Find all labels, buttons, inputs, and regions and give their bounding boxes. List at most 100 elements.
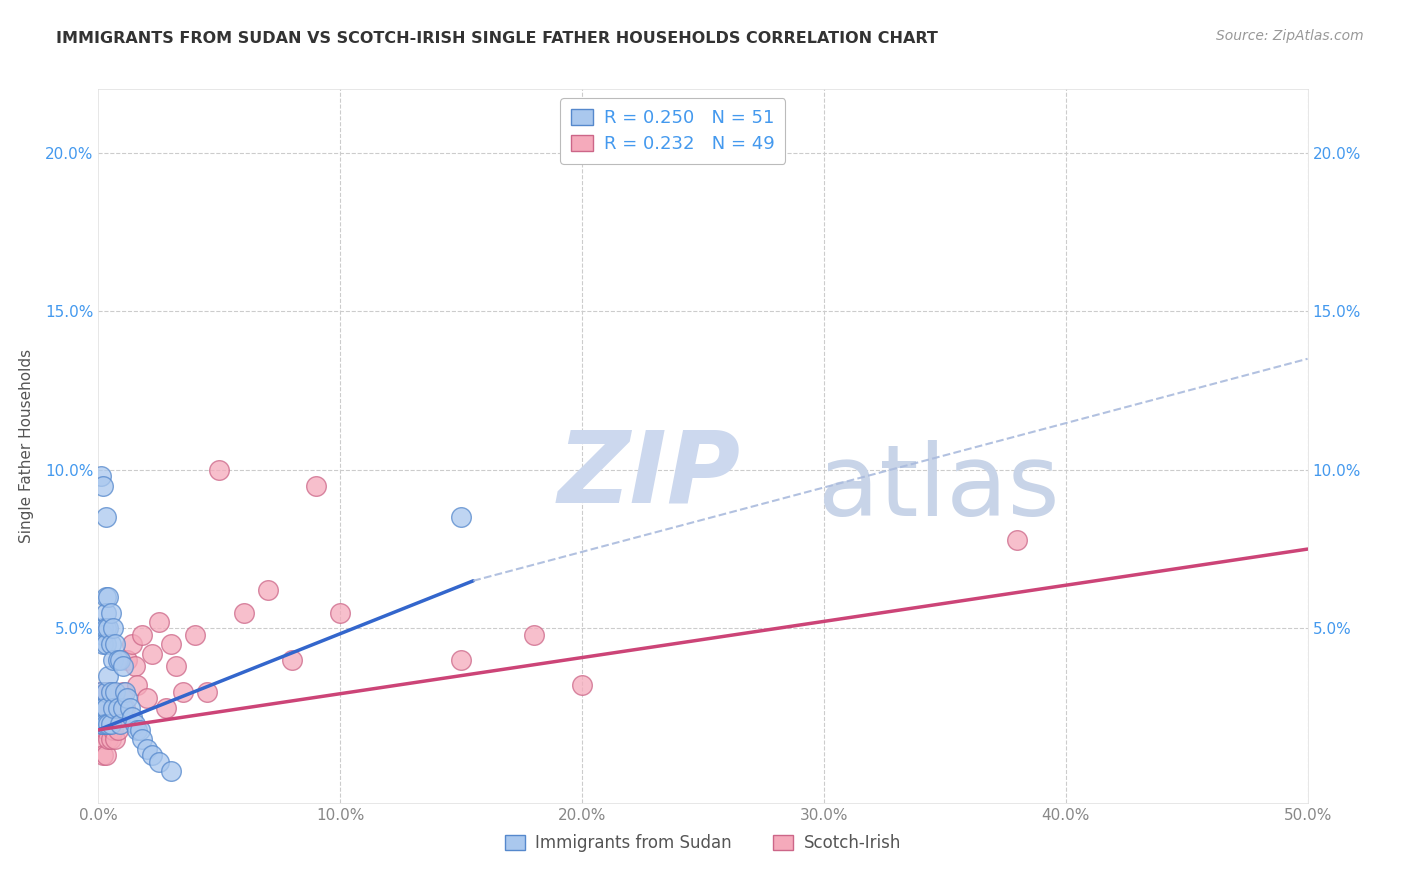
Point (100, 732, 122, 747)
Point (121, 710, 143, 724)
Point (450, 653, 472, 667)
Legend: Immigrants from Sudan, Scotch-Irish: Immigrants from Sudan, Scotch-Irish (499, 828, 907, 859)
Point (101, 691, 124, 706)
Point (91, 700, 114, 714)
Point (101, 723, 124, 737)
Point (94, 723, 117, 737)
Point (94, 621, 117, 635)
Point (90, 685, 112, 699)
Point (114, 700, 136, 714)
Point (104, 732, 127, 747)
Point (111, 700, 134, 714)
Point (141, 748, 163, 763)
Point (305, 478, 328, 492)
Point (94, 685, 117, 699)
Point (148, 615, 170, 629)
Point (232, 606, 254, 620)
Point (97, 621, 120, 635)
Point (101, 653, 124, 667)
Point (97, 685, 120, 699)
Point (329, 606, 352, 620)
Point (97, 590, 120, 604)
Point (118, 700, 141, 714)
Point (450, 510, 472, 524)
Point (100, 710, 122, 724)
Point (107, 723, 129, 737)
Point (97, 732, 120, 747)
Point (127, 678, 149, 692)
Point (160, 764, 183, 778)
Point (108, 653, 131, 667)
Point (90, 732, 112, 747)
Point (124, 659, 146, 673)
Point (91, 748, 114, 763)
Point (94, 685, 117, 699)
Point (91, 710, 114, 724)
Point (94, 700, 117, 714)
Point (131, 628, 153, 642)
Point (195, 685, 218, 699)
Point (523, 628, 546, 642)
Point (107, 653, 129, 667)
Point (94, 716, 117, 731)
Point (281, 653, 304, 667)
Point (101, 700, 124, 714)
Point (94, 510, 117, 524)
Point (127, 723, 149, 737)
Point (101, 621, 124, 635)
Point (91, 628, 114, 642)
Point (100, 716, 122, 731)
Point (97, 669, 120, 683)
Point (121, 637, 143, 651)
Point (114, 685, 136, 699)
Point (160, 637, 183, 651)
Point (128, 723, 150, 737)
Point (107, 700, 129, 714)
Point (97, 710, 120, 724)
Point (100, 685, 122, 699)
Point (165, 659, 187, 673)
Point (90, 716, 112, 731)
Point (111, 659, 134, 673)
Text: IMMIGRANTS FROM SUDAN VS SCOTCH-IRISH SINGLE FATHER HOUSEHOLDS CORRELATION CHART: IMMIGRANTS FROM SUDAN VS SCOTCH-IRISH SI… (56, 31, 938, 46)
Point (108, 710, 131, 724)
Point (135, 742, 157, 756)
Point (1007, 533, 1029, 547)
Point (141, 647, 163, 661)
Point (135, 691, 157, 706)
Point (94, 700, 117, 714)
Point (91, 478, 114, 492)
Point (91, 621, 114, 635)
Point (90, 685, 112, 699)
Text: Source: ZipAtlas.com: Source: ZipAtlas.com (1216, 29, 1364, 43)
Point (184, 628, 207, 642)
Point (155, 700, 177, 714)
Point (91, 716, 114, 731)
Point (117, 691, 139, 706)
Point (91, 637, 114, 651)
Point (108, 716, 131, 731)
Point (208, 463, 231, 477)
Point (571, 678, 593, 692)
Y-axis label: Single Father Households: Single Father Households (20, 349, 34, 543)
Point (172, 685, 194, 699)
Point (104, 700, 127, 714)
Point (148, 755, 170, 769)
Point (107, 700, 129, 714)
Point (90, 700, 112, 714)
Point (94, 590, 117, 604)
Point (100, 606, 122, 620)
Point (97, 716, 120, 731)
Point (94, 748, 117, 763)
Point (104, 685, 127, 699)
Point (256, 583, 278, 598)
Point (124, 716, 146, 731)
Point (90, 700, 112, 714)
Point (104, 637, 127, 651)
Point (91, 621, 114, 635)
Point (91, 691, 114, 706)
Point (100, 685, 122, 699)
Point (131, 732, 153, 747)
Point (94, 606, 117, 620)
Point (117, 653, 139, 667)
